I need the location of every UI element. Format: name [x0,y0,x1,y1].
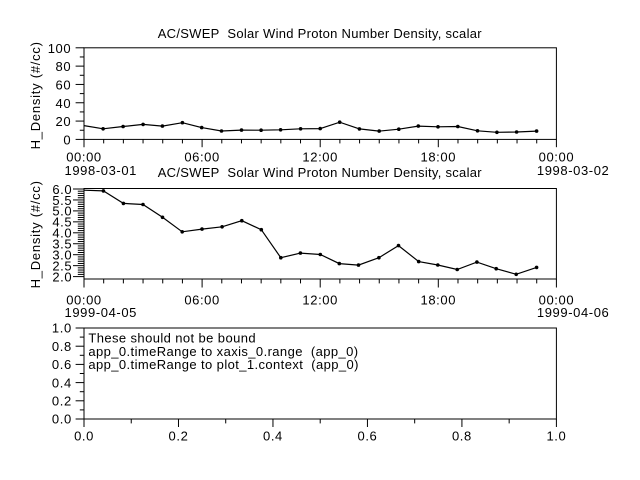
svg-text:0: 0 [63,132,71,147]
svg-text:0.2: 0.2 [52,394,72,409]
svg-text:3.5: 3.5 [52,237,72,252]
svg-text:H_Density (#/cc): H_Density (#/cc) [28,180,43,288]
svg-text:4.0: 4.0 [52,226,72,241]
svg-text:1.0: 1.0 [546,428,566,443]
svg-text:1998-03-02: 1998-03-02 [537,163,610,178]
svg-text:1998-03-01: 1998-03-01 [65,163,138,178]
svg-text:6.0: 6.0 [52,182,72,197]
svg-text:1999-04-05: 1999-04-05 [65,305,138,320]
svg-text:00:00: 00:00 [66,149,102,164]
svg-text:app_0.timeRange to xaxis_0.ran: app_0.timeRange to xaxis_0.range (app_0) [88,344,358,359]
svg-text:4.5: 4.5 [52,215,72,230]
svg-text:5.0: 5.0 [52,204,72,219]
svg-text:AC/SWEP Solar Wind Proton Num: AC/SWEP Solar Wind Proton Number Density… [158,26,483,41]
svg-text:0.6: 0.6 [52,357,72,372]
svg-text:app_0.timeRange to plot_1.cont: app_0.timeRange to plot_1.context (app_0… [88,357,358,372]
svg-text:00:00: 00:00 [539,292,575,307]
svg-text:H_Density (#/cc): H_Density (#/cc) [28,41,43,149]
svg-text:18:00: 18:00 [421,149,457,164]
svg-text:60: 60 [56,77,72,92]
svg-text:06:00: 06:00 [184,292,220,307]
svg-text:2.0: 2.0 [52,269,72,284]
svg-text:20: 20 [56,114,72,129]
svg-text:0.4: 0.4 [52,375,72,390]
svg-text:80: 80 [56,59,72,74]
svg-text:40: 40 [56,96,72,111]
svg-text:1999-04-06: 1999-04-06 [537,305,610,320]
svg-text:0.4: 0.4 [263,428,283,443]
svg-text:00:00: 00:00 [539,149,575,164]
svg-text:0.8: 0.8 [52,339,72,354]
svg-text:5.5: 5.5 [52,193,72,208]
svg-text:0.0: 0.0 [74,428,94,443]
svg-text:AC/SWEP Solar Wind Proton Num: AC/SWEP Solar Wind Proton Number Density… [158,165,483,180]
svg-text:These should not be bound: These should not be bound [88,331,256,346]
svg-text:3.0: 3.0 [52,248,72,263]
svg-text:0.2: 0.2 [169,428,189,443]
svg-text:12:00: 12:00 [302,149,338,164]
svg-text:18:00: 18:00 [421,292,457,307]
svg-text:1.0: 1.0 [52,321,72,336]
svg-text:0.0: 0.0 [52,412,72,427]
svg-text:12:00: 12:00 [302,292,338,307]
svg-text:06:00: 06:00 [184,149,220,164]
svg-text:00:00: 00:00 [66,292,102,307]
svg-text:2.5: 2.5 [52,258,72,273]
svg-text:0.8: 0.8 [452,428,472,443]
svg-text:0.6: 0.6 [358,428,378,443]
svg-text:100: 100 [48,41,72,56]
